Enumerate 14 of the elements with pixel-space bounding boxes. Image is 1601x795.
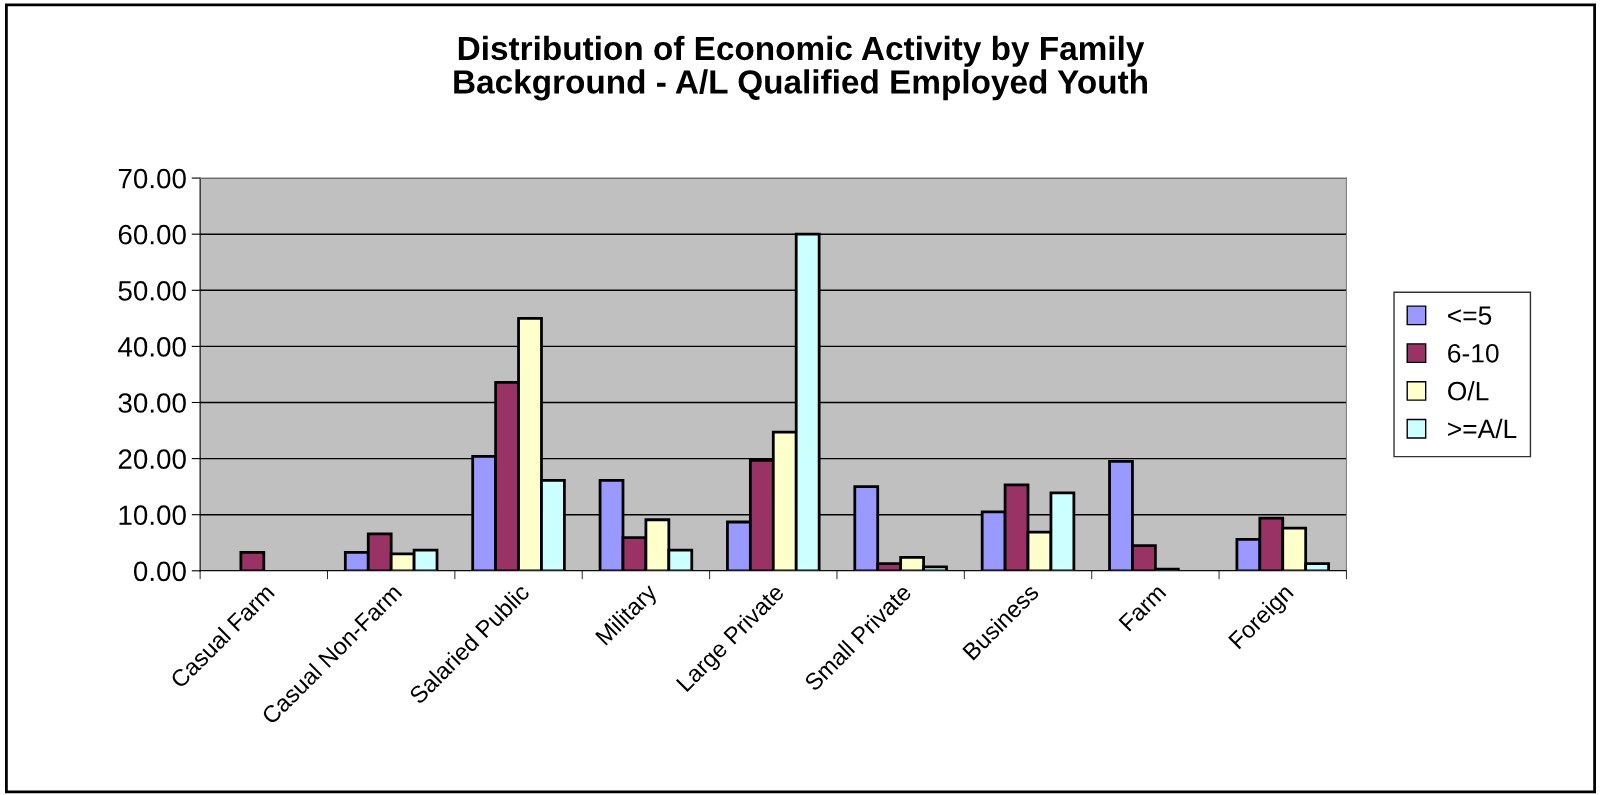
legend-label: 6-10 [1448, 343, 1499, 363]
legend-label: O/L [1448, 381, 1489, 401]
legend-label: <=5 [1448, 306, 1492, 325]
y-tick-label: 60.00 [118, 224, 186, 245]
chart-title: Distribution of Economic Activity by Family Background - A/L Qualified Employed Youth [454, 35, 1147, 101]
legend-label: >=A/L [1448, 418, 1517, 439]
y-tick-label: 30.00 [118, 393, 186, 413]
y-tick-label: 50.00 [118, 280, 186, 301]
y-tick-label: 40.00 [118, 337, 186, 357]
y-tick-label: 10.00 [119, 505, 186, 526]
y-tick-label: 70.00 [118, 168, 186, 189]
y-tick-label: 0.00 [133, 561, 186, 582]
y-tick-label: 20.00 [118, 449, 186, 469]
bar [239, 550, 266, 571]
